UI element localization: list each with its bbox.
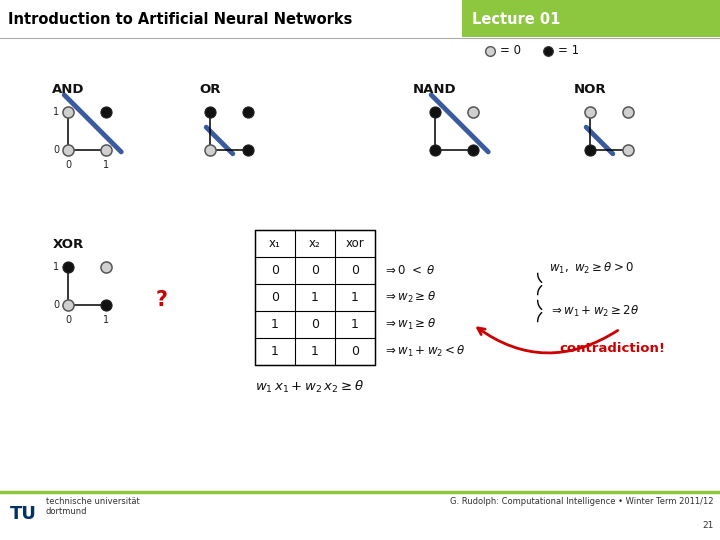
Text: ?: ? <box>156 290 168 310</box>
Text: 0: 0 <box>271 264 279 277</box>
Text: $\Rightarrow w_2 \geq \theta$: $\Rightarrow w_2 \geq \theta$ <box>383 290 436 305</box>
Text: 1: 1 <box>53 262 59 272</box>
Text: 0: 0 <box>271 291 279 304</box>
Text: $\Rightarrow w_1 + w_2 \geq 2\theta$: $\Rightarrow w_1 + w_2 \geq 2\theta$ <box>549 303 639 319</box>
Text: 1: 1 <box>311 291 319 304</box>
Text: $\Rightarrow 0\ <\ \theta$: $\Rightarrow 0\ <\ \theta$ <box>383 264 436 277</box>
Text: x₂: x₂ <box>309 237 321 250</box>
Text: 1: 1 <box>53 107 59 117</box>
Text: 0: 0 <box>351 264 359 277</box>
Text: OR: OR <box>199 83 221 96</box>
Bar <box>5 498 37 530</box>
Text: = 0: = 0 <box>500 44 521 57</box>
Text: $w_1,\ w_2 \geq \theta > 0$: $w_1,\ w_2 \geq \theta > 0$ <box>549 261 634 276</box>
Text: x₁: x₁ <box>269 237 281 250</box>
Bar <box>0 0 462 37</box>
Text: AND: AND <box>52 83 84 96</box>
Bar <box>462 0 720 37</box>
Text: XOR: XOR <box>53 238 84 251</box>
Text: 1: 1 <box>271 345 279 358</box>
Text: technische universität: technische universität <box>46 497 140 506</box>
Text: $\Rightarrow w_1 + w_2 < \theta$: $\Rightarrow w_1 + w_2 < \theta$ <box>383 344 466 359</box>
Text: Introduction to Artificial Neural Networks: Introduction to Artificial Neural Networ… <box>8 11 352 26</box>
Text: 0: 0 <box>53 300 59 310</box>
Text: NOR: NOR <box>574 83 606 96</box>
Text: 0: 0 <box>351 345 359 358</box>
Text: 1: 1 <box>271 318 279 331</box>
Text: dortmund: dortmund <box>46 507 88 516</box>
Text: 1: 1 <box>351 318 359 331</box>
Text: Lecture 01: Lecture 01 <box>472 11 560 26</box>
Text: 1: 1 <box>103 160 109 170</box>
Text: TU: TU <box>10 505 37 523</box>
Bar <box>255 230 375 365</box>
Text: 0: 0 <box>311 264 319 277</box>
Text: 21: 21 <box>703 521 714 530</box>
Text: NAND: NAND <box>413 83 456 96</box>
Text: 1: 1 <box>351 291 359 304</box>
Text: $w_1\, x_1 + w_2\, x_2 \geq \theta$: $w_1\, x_1 + w_2\, x_2 \geq \theta$ <box>255 379 364 395</box>
Text: xor: xor <box>346 237 364 250</box>
Text: $\Rightarrow w_1 \geq \theta$: $\Rightarrow w_1 \geq \theta$ <box>383 317 436 332</box>
Text: G. Rudolph: Computational Intelligence • Winter Term 2011/12: G. Rudolph: Computational Intelligence •… <box>451 497 714 506</box>
Text: 1: 1 <box>311 345 319 358</box>
Text: contradiction!: contradiction! <box>559 342 665 355</box>
Text: = 1: = 1 <box>558 44 579 57</box>
Text: 0: 0 <box>53 145 59 155</box>
Text: 1: 1 <box>103 315 109 325</box>
Text: 0: 0 <box>65 160 71 170</box>
Text: 0: 0 <box>311 318 319 331</box>
Text: 0: 0 <box>65 315 71 325</box>
